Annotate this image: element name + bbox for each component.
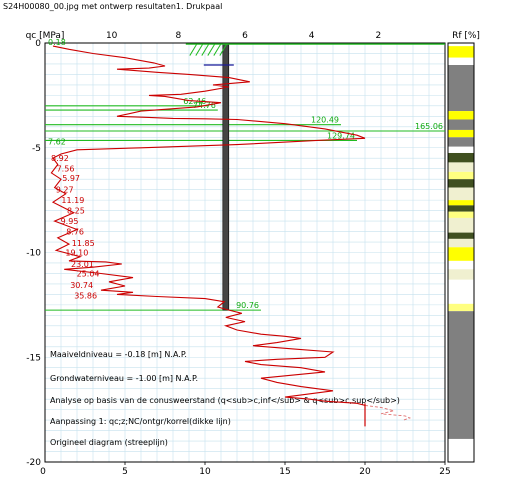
- design-level-label: 120.49: [311, 116, 339, 125]
- rf-layer: [448, 152, 474, 163]
- chart-grid: [44, 42, 446, 463]
- rf-layer: [448, 43, 474, 47]
- qc-axis-title: qc [MPa]: [26, 31, 65, 41]
- qc-tick-label: 25: [439, 467, 450, 477]
- rf-layer: [448, 217, 474, 233]
- annotation-text: Grondwaterniveau = -1.00 [m] N.A.P.: [50, 374, 198, 383]
- rf-layer: [448, 311, 474, 439]
- annotation-text: Analyse op basis van de conusweerstand (…: [50, 396, 400, 405]
- rf-layer: [448, 279, 474, 304]
- point-value-label: 11.19: [61, 196, 84, 205]
- rf-layer: [448, 232, 474, 239]
- point-value-label: 5.97: [62, 174, 80, 183]
- rf-tick-label: 10: [106, 31, 118, 41]
- point-value-label: 35.86: [74, 291, 97, 300]
- qc-series-line: [50, 45, 366, 406]
- point-value-label: 9.95: [61, 217, 79, 226]
- annotation-text: Maaiveldniveau = -0.18 [m] N.A.P.: [50, 350, 187, 359]
- rf-layer: [448, 171, 474, 180]
- depth-tick-label: -5: [32, 144, 41, 154]
- point-value-label: 9.27: [56, 186, 74, 195]
- design-level-label: 7.62: [48, 138, 66, 147]
- rf-axis-title: Rf [%]: [452, 31, 480, 41]
- ground-hatch: [219, 43, 228, 56]
- original-series-line: [364, 404, 412, 421]
- chart-annotations: Maaiveldniveau = -0.18 [m] N.A.P. Grondwa…: [50, 350, 400, 447]
- depth-tick-label: -20: [26, 458, 41, 468]
- depth-tick-label: -15: [26, 353, 41, 363]
- ground-hatch: [207, 43, 216, 56]
- design-level-label: 90.76: [236, 301, 259, 310]
- ground-hatch: [213, 43, 222, 56]
- point-value-label: 7.56: [57, 165, 75, 174]
- chart-marks: 0.1862.4674.76120.49165.06129.747.6290.7…: [45, 38, 445, 427]
- rf-layer: [448, 205, 474, 212]
- annotation-text: Origineel diagram (streeplijn): [50, 438, 168, 447]
- depth-tick-label: -10: [26, 249, 41, 259]
- design-level-label: 0.18: [48, 38, 66, 47]
- rf-tick-label: 2: [375, 31, 381, 41]
- qc-tick-label: 5: [122, 467, 128, 477]
- rf-layer: [448, 64, 474, 112]
- point-value-label: 25.04: [77, 269, 100, 278]
- qc-tick-label: 20: [359, 467, 371, 477]
- page-title: S24H00080_00.jpg met ontwerp resultaten1…: [3, 2, 223, 11]
- rf-layer: [448, 137, 474, 147]
- design-level-label: 129.74: [327, 131, 355, 140]
- rf-layer: [448, 129, 474, 138]
- qc-tick-label: 15: [279, 467, 290, 477]
- ground-hatch: [201, 43, 210, 56]
- ground-hatch: [189, 43, 198, 56]
- rf-layer: [448, 238, 474, 248]
- chart-axes: qc [MPa] Rf [%]10 8 6 4 20 5 10 15 20 250-5-10-15-…: [26, 31, 480, 477]
- rf-layer: [448, 187, 474, 201]
- point-value-label: 8.25: [67, 207, 85, 216]
- point-value-label: 11.85: [72, 239, 95, 248]
- rf-layer: [448, 46, 474, 58]
- plot-frame: [44, 42, 446, 463]
- design-level-label: 165.06: [415, 122, 443, 131]
- rf-layer: [448, 211, 474, 218]
- rf-column-frame: [447, 42, 475, 463]
- rf-layer: [448, 438, 474, 462]
- rf-layer: [448, 57, 474, 65]
- ground-hatch: [195, 43, 204, 56]
- qc-tick-label: 0: [40, 467, 46, 477]
- pile-shaft: [222, 42, 230, 311]
- point-value-label: 8.92: [51, 154, 69, 163]
- qc-tick-label: 10: [199, 467, 211, 477]
- rf-layer: [448, 247, 474, 261]
- point-value-label: 8.76: [66, 228, 84, 237]
- rf-column: [447, 42, 475, 463]
- rf-tick-label: 4: [309, 31, 315, 41]
- rf-layer: [448, 260, 474, 270]
- annotation-text: Aanpassing 1: qc;z;NC/ontgr/korrel(dikke…: [50, 417, 231, 426]
- point-value-label: 23.01: [71, 260, 94, 269]
- rf-layer: [448, 269, 474, 280]
- rf-layer: [448, 179, 474, 188]
- rf-tick-label: 6: [242, 31, 248, 41]
- rf-tick-label: 8: [175, 31, 181, 41]
- depth-tick-label: 0: [35, 39, 41, 49]
- rf-layer: [448, 111, 474, 120]
- point-value-label: 30.74: [70, 281, 93, 290]
- point-value-label: 19.10: [65, 249, 88, 258]
- rf-layer: [448, 303, 474, 312]
- rf-layer: [448, 162, 474, 172]
- rf-layer: [448, 146, 474, 153]
- rf-layer: [448, 119, 474, 130]
- rf-layer: [448, 200, 474, 206]
